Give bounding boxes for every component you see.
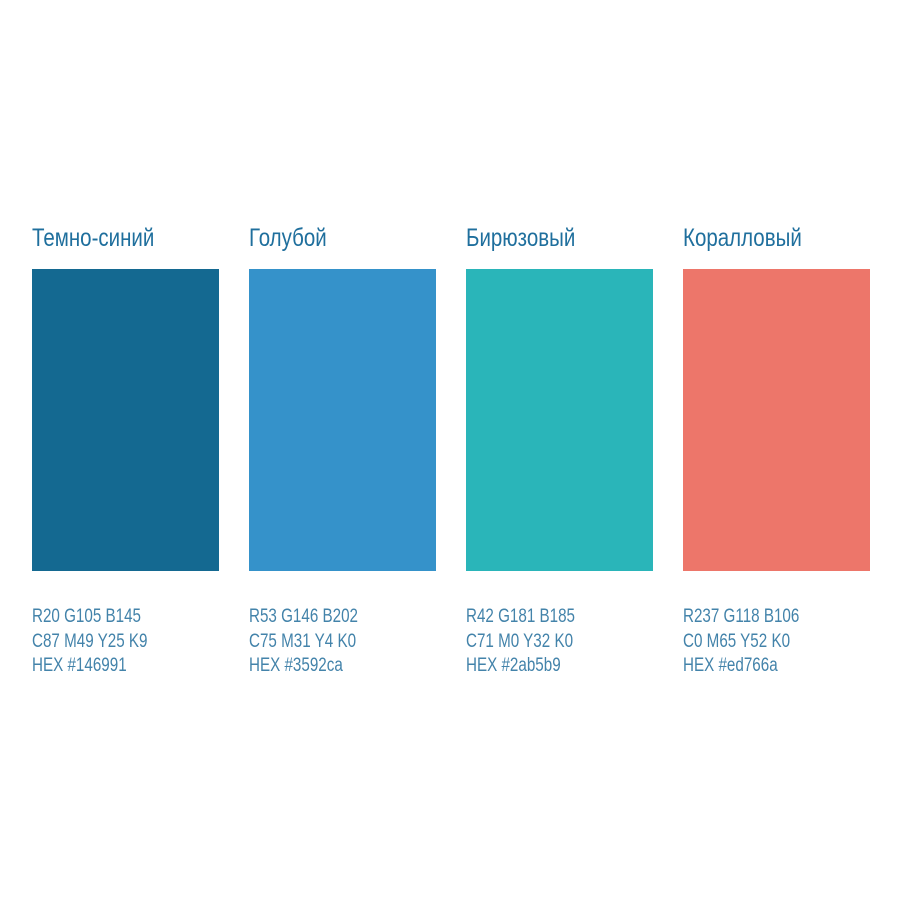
swatch-specs: R42 G181 B185 C71 M0 Y32 K0 HEX #2ab5b9: [466, 605, 653, 679]
hex-value: HEX #2ab5b9: [466, 655, 561, 676]
cmyk-value: C87 M49 Y25 K9: [32, 630, 148, 652]
cmyk-value: C75 M31 Y4 K0: [249, 630, 357, 652]
hex-value: HEX #146991: [32, 655, 127, 676]
color-swatch: [249, 269, 436, 571]
cmyk-value: C0 M65 Y52 K0: [683, 630, 791, 652]
cmyk-value: C71 M0 Y32 K0: [466, 630, 574, 652]
color-swatch: [466, 269, 653, 571]
swatch-title: Коралловый: [683, 224, 802, 252]
swatch-title: Бирюзовый: [466, 224, 576, 252]
swatch-specs: R20 G105 B145 C87 M49 Y25 K9 HEX #146991: [32, 605, 219, 679]
rgb-value: R237 G118 B106: [683, 606, 800, 627]
swatch-column-turquoise: Бирюзовый R42 G181 B185 C71 M0 Y32 K0 HE…: [466, 225, 653, 679]
swatch-column-coral: Коралловый R237 G118 B106 C0 M65 Y52 K0 …: [683, 225, 870, 679]
rgb-value: R42 G181 B185: [466, 606, 576, 627]
swatch-specs: R237 G118 B106 C0 M65 Y52 K0 HEX #ed766a: [683, 605, 870, 679]
color-swatch: [683, 269, 870, 571]
swatch-specs: R53 G146 B202 C75 M31 Y4 K0 HEX #3592ca: [249, 605, 436, 679]
rgb-value: R53 G146 B202: [249, 606, 359, 627]
rgb-value: R20 G105 B145: [32, 606, 142, 627]
color-swatch: [32, 269, 219, 571]
swatch-column-light-blue: Голубой R53 G146 B202 C75 M31 Y4 K0 HEX …: [249, 225, 436, 679]
palette-row: Темно-синий R20 G105 B145 C87 M49 Y25 K9…: [32, 225, 870, 679]
swatch-column-dark-blue: Темно-синий R20 G105 B145 C87 M49 Y25 K9…: [32, 225, 219, 679]
swatch-title: Голубой: [249, 224, 327, 252]
hex-value: HEX #3592ca: [249, 655, 343, 676]
hex-value: HEX #ed766a: [683, 655, 778, 676]
swatch-title: Темно-синий: [32, 224, 155, 252]
